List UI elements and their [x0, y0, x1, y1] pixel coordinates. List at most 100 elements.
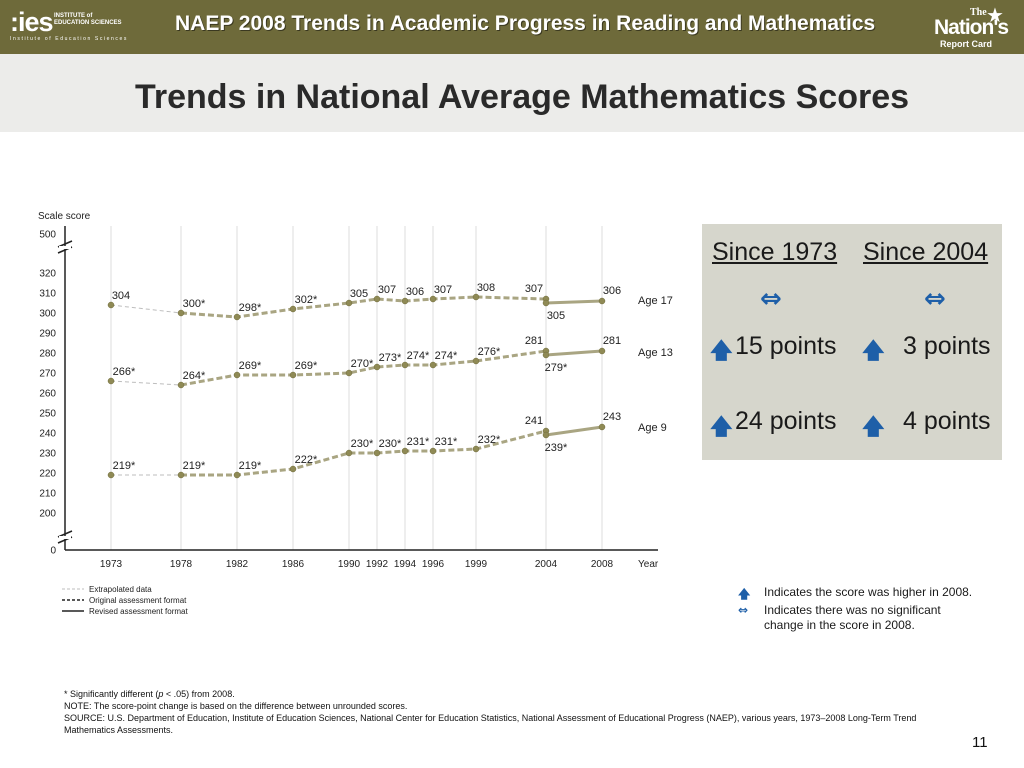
y-tick-label: 230	[39, 449, 56, 460]
age9-since-2004: 4 points	[903, 407, 991, 435]
legend-label: Extrapolated data	[89, 585, 152, 594]
axis-break-gap	[59, 246, 71, 249]
up-arrow-icon: 🡅	[862, 415, 885, 440]
x-tick-label: 1982	[226, 559, 249, 570]
ies-tagline: Institute of Education Sciences	[10, 36, 128, 42]
data-label: 281	[603, 335, 621, 347]
x-tick-label: 1994	[394, 559, 417, 570]
data-label: 219*	[239, 460, 262, 472]
data-point	[107, 301, 115, 309]
data-point	[542, 351, 550, 359]
data-point	[429, 295, 437, 303]
data-label: 306	[603, 285, 621, 297]
data-point	[542, 299, 550, 307]
y-tick-label: 270	[39, 369, 56, 380]
data-label: 308	[477, 282, 495, 294]
nrc-nations: Nation's	[934, 16, 1009, 39]
axis-break-gap	[59, 536, 71, 539]
title-band	[0, 54, 1024, 132]
data-label: 219*	[183, 460, 206, 472]
nrc-the: The	[970, 7, 987, 18]
data-label: 266*	[113, 366, 136, 378]
legend-label: Original assessment format	[89, 596, 187, 605]
data-label: 305	[350, 288, 368, 300]
since-2004-header: Since 2004	[863, 238, 989, 266]
y-tick-label: 500	[39, 230, 56, 241]
data-label: 279*	[545, 362, 568, 374]
data-point	[289, 465, 297, 473]
data-point	[401, 297, 409, 305]
up-arrow-icon: 🡅	[738, 587, 751, 601]
data-point	[598, 423, 606, 431]
nations-report-card-logo: ★ The Nation's Report Card	[930, 4, 1016, 50]
no-change-icon: ⇔	[760, 284, 782, 314]
data-point	[373, 295, 381, 303]
star-icon: ★	[986, 5, 1004, 27]
data-point	[542, 431, 550, 439]
ies-name: INSTITUTE of EDUCATION SCIENCES	[54, 13, 122, 26]
data-point	[472, 445, 480, 453]
y-tick-label: 290	[39, 329, 56, 340]
x-tick-label: 1996	[422, 559, 445, 570]
x-tick-label: 1990	[338, 559, 361, 570]
nrc-report-card: Report Card	[940, 39, 993, 49]
revised-format-line	[545, 299, 603, 305]
y-tick-label: 210	[39, 489, 56, 500]
y-tick-label: 320	[39, 269, 56, 280]
data-point	[598, 297, 606, 305]
data-point	[177, 381, 185, 389]
legend-label: Revised assessment format	[89, 607, 188, 616]
data-label: 300*	[183, 298, 206, 310]
chart-grid	[110, 226, 603, 550]
chart-axes: Scale score 200 210 220 230 240 250 260 270 280 29…	[38, 211, 659, 570]
y-tick-label: 220	[39, 469, 56, 480]
age13-since-1973: 15 points	[735, 332, 837, 360]
series-label: Age 17	[638, 295, 673, 307]
data-point	[289, 371, 297, 379]
data-label: 264*	[183, 370, 206, 382]
no-change-icon: ⇔	[924, 284, 946, 314]
ies-mark: :ies	[10, 7, 54, 37]
x-tick-label: 1992	[366, 559, 389, 570]
data-point	[401, 361, 409, 369]
y-axis-label: Scale score	[38, 211, 91, 222]
y-tick-label: 310	[39, 289, 56, 300]
original-format-line	[180, 295, 547, 319]
footnotes: * Significantly different (p < .05) from…	[64, 688, 924, 736]
data-label: 304	[112, 290, 130, 302]
data-label: 230*	[379, 438, 402, 450]
data-label: 230*	[351, 438, 374, 450]
data-point	[233, 313, 241, 321]
deck-title: NAEP 2008 Trends in Academic Progress in…	[175, 12, 876, 35]
data-point	[107, 471, 115, 479]
data-label: 274*	[435, 350, 458, 362]
data-label: 273*	[379, 352, 402, 364]
note-text: NOTE: The score-point change is based on…	[64, 701, 408, 711]
data-label: 231*	[435, 436, 458, 448]
data-point	[289, 305, 297, 313]
data-point	[598, 347, 606, 355]
data-label: 276*	[478, 346, 501, 358]
data-label: 274*	[407, 350, 430, 362]
x-tick-label: 2008	[591, 559, 614, 570]
data-label: 243	[603, 411, 621, 423]
data-label: 270*	[351, 358, 374, 370]
key-no-change-text1: Indicates there was no significant	[764, 603, 941, 617]
data-point	[429, 447, 437, 455]
data-label: 269*	[239, 360, 262, 372]
up-arrow-icon: 🡅	[710, 339, 733, 364]
data-label: 302*	[295, 294, 318, 306]
x-tick-label: 2004	[535, 559, 558, 570]
original-format-line	[180, 349, 547, 387]
data-point	[373, 363, 381, 371]
data-label: 241	[525, 415, 543, 427]
age13-since-2004: 3 points	[903, 332, 991, 360]
y-tick-label: 300	[39, 309, 56, 320]
data-label: 307	[525, 283, 543, 295]
source-text: SOURCE: U.S. Department of Education, In…	[64, 713, 917, 735]
summary-box: Since 1973 Since 2004 ⇔ ⇔ 🡅 15 points 🡅 …	[702, 224, 1002, 460]
x-tick-label: 1986	[282, 559, 305, 570]
up-arrow-icon: 🡅	[710, 415, 733, 440]
data-point	[373, 449, 381, 457]
